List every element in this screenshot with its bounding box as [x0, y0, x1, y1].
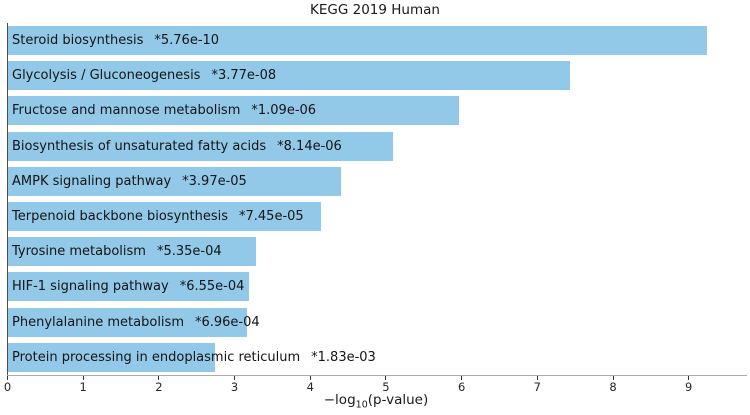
bar-fill	[8, 202, 321, 231]
pathway-name: Terpenoid backbone biosynthesis	[12, 209, 228, 224]
x-tick-label: 7	[533, 380, 542, 394]
x-tick-mark	[309, 376, 311, 380]
x-tick-mark	[234, 376, 236, 380]
bar-label: AMPK signaling pathway *3.97e-05	[12, 167, 247, 196]
x-tick-label: 0	[3, 380, 12, 394]
pathway-name: Fructose and mannose metabolism	[12, 103, 241, 119]
bar-row: AMPK signaling pathway *3.97e-05	[8, 166, 342, 196]
bar-fill	[8, 61, 570, 91]
pathway-name: Glycolysis / Gluconeogenesis	[12, 68, 201, 84]
bar-row: Protein processing in endoplasmic reticu…	[8, 342, 376, 372]
pathway-name: Biosynthesis of unsaturated fatty acids	[12, 138, 267, 154]
x-tick-label: 6	[457, 380, 466, 394]
y-axis-spine	[7, 23, 8, 375]
x-tick-label: 3	[230, 380, 239, 394]
pathway-pvalue: *8.14e-06	[277, 138, 342, 154]
pathway-pvalue: *6.96e-04	[194, 314, 260, 330]
x-tick-label: 8	[609, 380, 617, 394]
bar-fill	[8, 166, 342, 196]
x-axis-label-subscript: 10	[355, 399, 368, 411]
x-axis-label-suffix: (p-value)	[367, 392, 429, 408]
x-tick-label: 9	[685, 380, 693, 394]
x-tick-label: 5	[382, 380, 390, 394]
x-tick-mark	[612, 376, 614, 380]
pathway-name: AMPK signaling pathway	[12, 173, 172, 189]
x-tick-mark	[385, 376, 387, 380]
bar-fill	[8, 307, 248, 337]
pathway-name: Protein processing in endoplasmic reticu…	[12, 349, 301, 365]
bar-label: Tyrosine metabolism *5.35e-04	[12, 237, 222, 266]
x-axis-spine	[7, 375, 747, 376]
bar-row: Steroid biosynthesis *5.76e-10	[8, 26, 708, 55]
bar-row: HIF-1 signaling pathway *6.55e-04	[8, 272, 249, 302]
pathway-pvalue: *1.83e-03	[311, 349, 376, 365]
bar-fill	[8, 96, 460, 126]
x-tick-mark	[688, 376, 690, 380]
pathway-pvalue: *3.97e-05	[182, 173, 247, 189]
x-tick-label: 1	[79, 380, 87, 394]
bar-fill	[8, 272, 249, 302]
bar-row: Fructose and mannose metabolism *1.09e-06	[8, 96, 460, 126]
bar-fill	[8, 237, 256, 267]
pathway-name: Steroid biosynthesis	[12, 33, 144, 48]
bar-row: Glycolysis / Gluconeogenesis *3.77e-08	[8, 61, 570, 91]
chart-title: KEGG 2019 Human	[310, 2, 440, 18]
x-tick-mark	[7, 376, 8, 380]
x-tick-mark	[82, 376, 84, 380]
pathway-name: Phenylalanine metabolism	[12, 314, 184, 330]
pathway-pvalue: *3.77e-08	[211, 68, 277, 84]
pathway-pvalue: *1.09e-06	[251, 103, 317, 119]
bar-row: Tyrosine metabolism *5.35e-04	[8, 237, 256, 267]
x-tick-mark	[461, 376, 463, 380]
x-tick-mark	[158, 376, 160, 380]
bar-label: Protein processing in endoplasmic reticu…	[12, 343, 376, 372]
bar-label: Phenylalanine metabolism *6.96e-04	[12, 308, 260, 337]
bar-label: Steroid biosynthesis *5.76e-10	[12, 26, 219, 55]
x-axis-label-prefix: −log	[323, 392, 356, 408]
bar-fill	[8, 131, 394, 161]
pathway-pvalue: *6.55e-04	[179, 279, 245, 295]
bar-fill	[8, 26, 708, 55]
pathway-pvalue: *7.45e-05	[239, 209, 304, 224]
bar-fill	[8, 342, 216, 372]
bar-label: HIF-1 signaling pathway *6.55e-04	[12, 272, 244, 301]
pathway-pvalue: *5.76e-10	[154, 33, 220, 48]
x-axis-label: −log10(p-value)	[0, 392, 750, 411]
pathway-name: Tyrosine metabolism	[12, 244, 146, 260]
pathway-name: HIF-1 signaling pathway	[12, 279, 169, 295]
x-tick-label: 2	[155, 380, 163, 394]
bar-row: Biosynthesis of unsaturated fatty acids *…	[8, 131, 394, 161]
bar-label: Terpenoid backbone biosynthesis *7.45e-05	[12, 202, 304, 231]
x-tick-label: 4	[306, 380, 314, 394]
bar-label: Glycolysis / Gluconeogenesis *3.77e-08	[12, 61, 276, 90]
bar-label: Fructose and mannose metabolism *1.09e-06	[12, 96, 316, 125]
bar-row: Phenylalanine metabolism *6.96e-04	[8, 307, 260, 337]
bar-label: Biosynthesis of unsaturated fatty acids *…	[12, 132, 342, 161]
bar-row: Terpenoid backbone biosynthesis *7.45e-05	[8, 202, 321, 231]
x-tick-mark	[536, 376, 538, 380]
pathway-pvalue: *5.35e-04	[156, 244, 222, 260]
